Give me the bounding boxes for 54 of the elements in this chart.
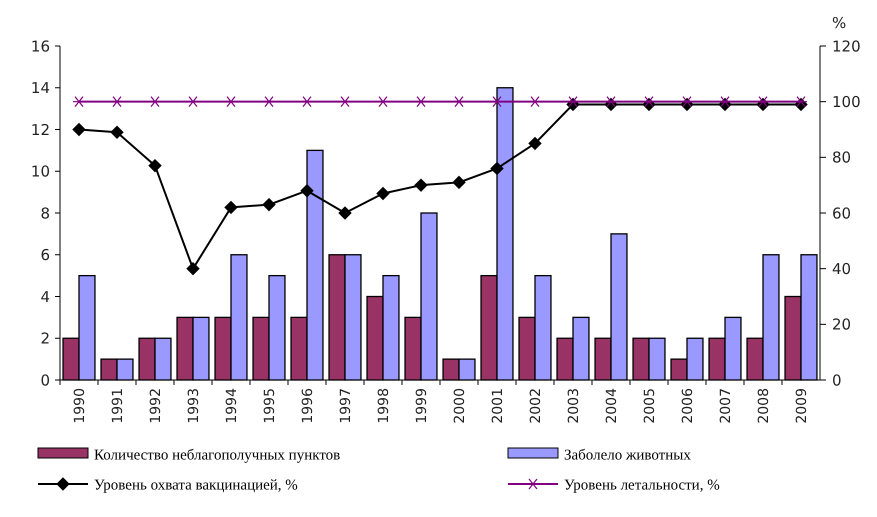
- y-tick-label: 2: [40, 330, 50, 348]
- x-tick-label: 2007: [718, 388, 734, 424]
- x-tick-label: 1994: [224, 388, 240, 424]
- x-tick-label: 1998: [376, 388, 392, 424]
- point: [300, 184, 314, 198]
- x-tick-label: 2001: [490, 388, 506, 424]
- point: [528, 136, 542, 150]
- x-tick-label: 2009: [794, 388, 810, 424]
- x-tick-label: 1999: [414, 388, 430, 424]
- y2-tick-label: 0: [832, 371, 842, 390]
- x-tick-label: 2003: [566, 388, 582, 424]
- x-tick-label: 2008: [756, 388, 772, 424]
- x-tick-label: 2000: [452, 388, 468, 424]
- point: [72, 123, 86, 136]
- x-tick-label: 1995: [262, 388, 278, 424]
- y2-tick-label: 100: [832, 92, 861, 111]
- y-tick-label: 6: [40, 246, 50, 264]
- y-tick-label: 0: [40, 371, 50, 390]
- point: [262, 198, 276, 212]
- y-tick-label: 14: [30, 79, 50, 97]
- x-tick-label: 1990: [72, 388, 88, 424]
- y-tick-label: 16: [30, 37, 50, 56]
- y-tick-label: 10: [30, 162, 50, 180]
- point: [452, 176, 466, 189]
- x-tick-label: 1991: [110, 388, 126, 424]
- point: [224, 200, 238, 214]
- legend-label: Заболело животных: [564, 447, 692, 464]
- y2-tick-label: 80: [832, 148, 852, 167]
- x-tick-label: 1992: [148, 388, 164, 424]
- x-tick-label: 2004: [604, 388, 620, 424]
- x-tick-label: 1993: [186, 388, 202, 424]
- y-tick-label: 12: [30, 120, 50, 139]
- y2-tick-label: 120: [832, 37, 861, 56]
- x-tick-label: 2005: [642, 388, 658, 424]
- y-tick-label: 8: [40, 204, 50, 222]
- y2-tick-label: 60: [832, 204, 852, 222]
- point: [414, 178, 428, 192]
- x-tick-label: 1997: [338, 388, 354, 424]
- point: [110, 126, 124, 139]
- y-tick-label: 4: [40, 288, 50, 306]
- legend-label: Уровень охвата вакцинацией, %: [94, 477, 298, 494]
- y2-axis-title: %: [832, 14, 846, 32]
- x-tick-label: 2006: [680, 388, 696, 424]
- point: [148, 159, 162, 172]
- x-tick-label: 2002: [528, 388, 544, 424]
- x-tick-label: 1996: [300, 388, 316, 424]
- y2-tick-label: 20: [832, 316, 852, 334]
- point: [376, 187, 390, 200]
- point: [186, 262, 200, 276]
- point: [490, 162, 504, 175]
- point: [338, 206, 352, 220]
- legend-label: Количество неблагополучных пунктов: [94, 447, 340, 464]
- y2-tick-label: 40: [832, 260, 852, 278]
- legend-label: Уровень летальности, %: [564, 477, 720, 494]
